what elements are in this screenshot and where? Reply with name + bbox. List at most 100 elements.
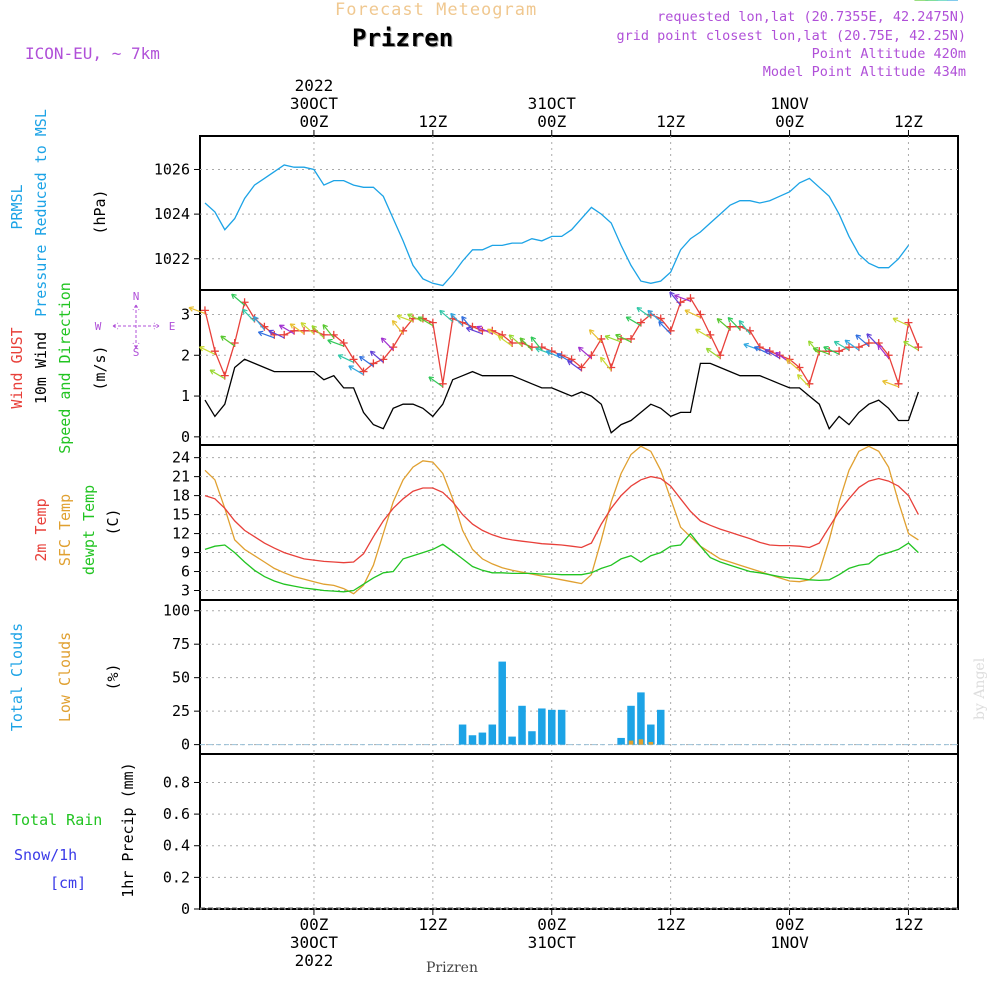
temp-ytick-label-3: 12 xyxy=(172,525,190,543)
bottom-time-label-1-0: 12Z xyxy=(418,915,447,934)
bottom-time-label-4-1: 1NOV xyxy=(770,933,809,952)
wind-direction-arrowhead xyxy=(327,338,333,345)
wind-direction-arrow xyxy=(716,318,731,331)
wind-direction-arrow xyxy=(359,356,374,367)
wind-direction-arrowhead xyxy=(775,351,781,358)
wind-direction-arrowhead xyxy=(636,307,643,313)
wind-direction-arrowhead xyxy=(535,347,541,353)
low-clouds-bar xyxy=(638,739,644,745)
wind-direction-arrow xyxy=(684,309,701,319)
total-clouds-bar xyxy=(548,709,556,745)
precip-ytick-label-3: 0.6 xyxy=(163,805,190,823)
bottom-time-label-2-1: 31OCT xyxy=(528,933,577,952)
wind-direction-arrow xyxy=(658,321,672,335)
temp-ytick-label-1: 6 xyxy=(181,563,190,581)
wind-direction-arrow xyxy=(396,315,414,323)
clouds-ytick-label-0: 0 xyxy=(181,736,190,754)
bottom-time-label-3-0: 12Z xyxy=(656,915,685,934)
temp-ytick-label-5: 18 xyxy=(172,487,190,505)
wind-direction-arrow xyxy=(300,322,315,335)
wind-direction-arrowhead xyxy=(786,358,792,365)
model-label: ICON-EU, ~ 7km xyxy=(25,44,160,63)
wind-direction-arrowhead xyxy=(337,354,344,360)
wind-direction-arrowhead xyxy=(188,306,195,312)
clouds-panel-frame xyxy=(199,599,959,755)
precip-unit: 1hr Precip (mm) xyxy=(119,762,137,897)
pressure-panel-frame xyxy=(199,135,959,291)
wind-direction-arrowhead xyxy=(476,325,482,331)
wind-direction-arrow xyxy=(738,320,751,335)
total-clouds-bar xyxy=(508,736,516,745)
wind-direction-arrowhead xyxy=(508,334,515,340)
wind-direction-arrowhead xyxy=(311,325,317,331)
top-time-label-4-0: 1NOV xyxy=(770,94,809,113)
wind-direction-arrowhead xyxy=(705,347,712,354)
total-clouds-bar xyxy=(617,737,625,745)
wind-direction-arrowhead xyxy=(796,374,803,380)
compass-e: E xyxy=(169,320,176,333)
wind-direction-arrowhead xyxy=(487,328,493,334)
wind-ytick-label-3: 3 xyxy=(181,305,190,323)
compass-s: S xyxy=(133,346,140,359)
clouds-ytick-label-1: 25 xyxy=(172,702,190,720)
wind-direction-arrowhead xyxy=(833,340,840,347)
wind-direction-arrow xyxy=(892,317,909,327)
wind-label-10m: 10m Wind xyxy=(32,332,50,404)
wind-direction-arrow xyxy=(604,335,622,343)
wind-unit: (m/s) xyxy=(91,345,109,390)
wind-direction-arrow xyxy=(322,324,335,339)
wind-direction-arrow xyxy=(242,308,255,322)
wind-direction-arrowhead xyxy=(647,309,653,316)
top-time-label-5-0: 12Z xyxy=(894,112,923,131)
top-time-label-2-0: 31OCT xyxy=(528,94,577,113)
precip-label-cm: [cm] xyxy=(50,874,86,892)
wind-direction-arrowhead xyxy=(556,353,562,359)
wind-direction-arrow xyxy=(567,360,582,371)
wind-direction-arrowhead xyxy=(519,337,526,343)
info-line-1: requested lon,lat (20.7355E, 42.2475N) xyxy=(657,9,966,25)
total-clouds-bar xyxy=(627,705,635,745)
low-clouds-bar xyxy=(628,740,634,745)
wind-direction-arrow xyxy=(466,327,483,335)
compass-w: W xyxy=(95,320,102,333)
pressure-label-prmsl: PRMSL xyxy=(8,184,26,229)
total-clouds-bar xyxy=(468,735,477,745)
info-line-2: grid point closest lon,lat (20.75E, 42.2… xyxy=(616,28,967,44)
wind-direction-arrow xyxy=(647,310,662,323)
wind-direction-arrowhead xyxy=(844,339,851,345)
wind-direction-arrow xyxy=(327,339,344,347)
wind-direction-arrow xyxy=(417,316,434,327)
wind-direction-arrowhead xyxy=(497,335,504,341)
wind-direction-arrow xyxy=(199,346,216,355)
wind-direction-arrowhead xyxy=(866,333,872,339)
total-clouds-bar xyxy=(458,724,467,745)
wind-direction-arrowhead xyxy=(300,322,307,328)
wind-direction-arrowhead xyxy=(807,340,814,346)
wind-direction-arrow xyxy=(877,344,890,359)
temp-panel-frame xyxy=(199,444,959,601)
wind-direction-arrowhead xyxy=(695,328,701,334)
wind-direction-arrow xyxy=(258,331,275,339)
total-clouds-bar xyxy=(538,708,546,745)
wind-speed-line xyxy=(204,358,920,434)
low-clouds-bar xyxy=(648,741,654,745)
top-time-label-0-0: 2022 xyxy=(295,76,334,95)
wind-direction-arrowhead xyxy=(380,337,387,343)
pressure-ytick-label-2: 1026 xyxy=(154,160,190,178)
wind-direction-arrowhead xyxy=(257,330,264,337)
wind-direction-arrow xyxy=(370,350,384,363)
temp-unit: (C) xyxy=(104,508,122,535)
wind-direction-arrow xyxy=(289,323,305,335)
pressure-ytick-label-1: 1024 xyxy=(154,205,190,223)
wind-label-gust: Wind GUST xyxy=(8,327,26,408)
wind-direction-arrowhead xyxy=(428,376,434,382)
temp-ytick-label-2: 9 xyxy=(181,544,190,562)
wind-ytick-label-2: 2 xyxy=(181,346,190,364)
wind-direction-arrowhead xyxy=(764,349,770,355)
wind-direction-arrow xyxy=(519,337,533,351)
total-clouds-bar xyxy=(488,724,497,745)
wind-direction-arrow xyxy=(209,369,226,380)
wind-direction-arrowhead xyxy=(439,309,445,316)
wind-direction-arrow xyxy=(674,294,691,302)
total-clouds-bar xyxy=(647,724,655,745)
